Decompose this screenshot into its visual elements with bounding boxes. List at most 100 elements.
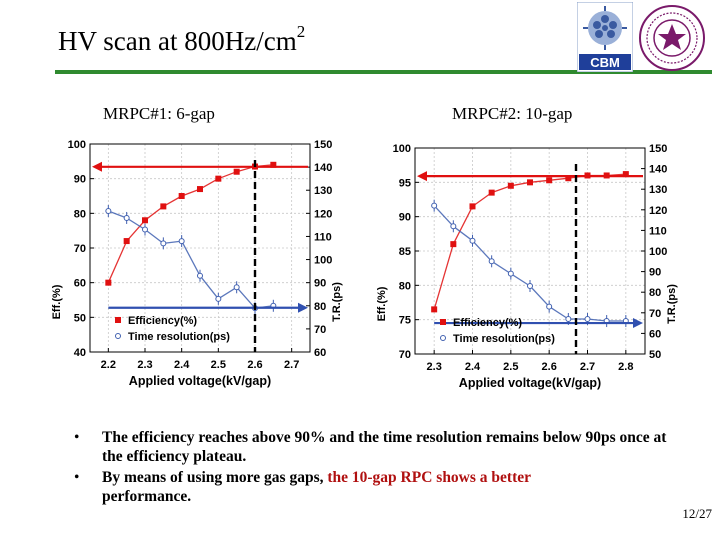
time-resolution-point [215, 295, 222, 302]
y-right-tick-label: 110 [649, 225, 667, 237]
efficiency-fit-curve [107, 164, 274, 283]
time-resolution-point [527, 283, 533, 290]
time-resolution-arrow-head [633, 318, 643, 329]
bullet-text-1: The efficiency reaches above 90% and the… [102, 429, 667, 465]
efficiency-point [178, 193, 185, 199]
x-tick-label: 2.5 [211, 359, 226, 371]
legend-time-resolution-marker [440, 335, 446, 341]
slide-title: HV scan at 800Hz/cm2 [58, 22, 305, 57]
time-resolution-point [105, 208, 112, 215]
y-left-tick-label: 70 [399, 349, 411, 361]
legend-efficiency-marker [115, 317, 121, 323]
bullet-list: • The efficiency reaches above 90% and th… [72, 428, 672, 508]
x-tick-label: 2.2 [101, 359, 116, 371]
x-tick-label: 2.5 [503, 361, 518, 373]
y-right-axis-label: T.R.(ps) [666, 284, 678, 324]
bullet-text-2a: By means of using more gas gaps, [102, 469, 328, 486]
y-right-tick-label: 100 [314, 255, 332, 267]
bullet-dot: • [74, 469, 80, 486]
y-left-tick-label: 85 [399, 246, 411, 258]
y-right-tick-label: 110 [314, 231, 332, 243]
chart-mrpc2: 70 75 80 85 90 95 100 50 60 70 80 90 100 110 120 130 140… [376, 143, 678, 390]
y-right-tick-label: 130 [314, 185, 332, 197]
x-tick-label: 2.4 [465, 361, 481, 373]
y-left-tick-label: 80 [399, 280, 411, 292]
chart2-subtitle: MRPC#2: 10-gap [452, 104, 573, 123]
y-right-tick-label: 120 [314, 208, 332, 220]
time-resolution-point [178, 238, 185, 245]
legend-time-resolution-label: Time resolution(ps) [453, 333, 555, 345]
time-resolution-point [584, 315, 591, 322]
legend-efficiency-label: Efficiency(%) [128, 315, 197, 327]
cbm-logo: CBM [577, 2, 633, 72]
cbm-logo-text: CBM [590, 55, 620, 70]
time-resolution-arrow-head [298, 302, 308, 313]
y-right-tick-label: 150 [649, 143, 667, 155]
efficiency-point [123, 238, 130, 245]
y-right-tick-label: 60 [314, 347, 326, 359]
efficiency-point [527, 179, 533, 186]
time-resolution-point [488, 258, 495, 265]
bullet-item-1: • The efficiency reaches above 90% and th… [72, 428, 672, 466]
x-tick-label: 2.4 [174, 359, 190, 371]
time-resolution-point [233, 284, 240, 291]
legend-time-resolution-label: Time resolution(ps) [128, 331, 230, 343]
y-left-tick-label: 70 [74, 243, 86, 255]
time-resolution-point [565, 315, 572, 322]
y-left-tick-label: 90 [74, 174, 86, 186]
time-resolution-point [507, 270, 514, 277]
legend-efficiency-label: Efficiency(%) [453, 317, 522, 329]
title-rule [55, 70, 712, 74]
x-tick-label: 2.6 [542, 361, 557, 373]
y-right-tick-label: 150 [314, 139, 332, 151]
legend-efficiency-marker [440, 319, 446, 325]
y-left-tick-label: 80 [74, 208, 86, 220]
y-right-tick-label: 90 [314, 278, 326, 290]
y-right-tick-label: 80 [649, 287, 661, 299]
y-left-tick-label: 75 [399, 315, 411, 327]
efficiency-point [507, 182, 514, 189]
y-right-tick-label: 50 [649, 349, 661, 361]
y-right-axis-label: T.R.(ps) [331, 282, 343, 322]
chart1-subtitle: MRPC#1: 6-gap [103, 104, 215, 123]
y-right-tick-label: 100 [649, 246, 667, 258]
time-resolution-fit-curve [108, 210, 274, 309]
y-right-tick-label: 70 [649, 308, 661, 320]
y-right-tick-label: 120 [649, 205, 667, 217]
chart-mrpc1: 40 50 60 70 80 90 100 60 70 80 90 100 110 120 130 140 15… [51, 139, 343, 388]
time-resolution-point [197, 272, 203, 279]
x-axis-label: Applied voltage(kV/gap) [129, 374, 271, 388]
efficiency-point [215, 175, 222, 182]
bullet-item-2: • By means of using more gas gaps, the 10… [72, 468, 672, 506]
x-tick-label: 2.8 [618, 361, 633, 373]
time-resolution-point [142, 226, 148, 233]
efficiency-point [450, 241, 457, 248]
efficiency-point [233, 168, 240, 175]
time-resolution-point [431, 202, 438, 209]
efficiency-point [469, 203, 476, 210]
x-tick-label: 2.7 [580, 361, 595, 373]
y-left-tick-label: 40 [74, 347, 86, 359]
time-resolution-point [546, 303, 553, 310]
time-resolution-point [123, 214, 130, 221]
efficiency-point [622, 171, 629, 178]
time-resolution-fit-curve [433, 205, 626, 322]
efficiency-point [565, 175, 572, 182]
y-left-tick-label: 95 [399, 177, 411, 189]
time-resolution-point [469, 237, 476, 244]
y-left-tick-label: 100 [68, 139, 86, 151]
time-resolution-point [450, 223, 457, 230]
x-tick-label: 2.6 [247, 359, 262, 371]
x-tick-label: 2.3 [427, 361, 442, 373]
efficiency-arrow-head [417, 171, 427, 182]
y-right-tick-label: 80 [314, 301, 326, 313]
y-left-axis-label: Eff.(%) [376, 286, 388, 321]
efficiency-point [105, 279, 112, 286]
y-left-tick-label: 90 [399, 212, 411, 224]
efficiency-point [270, 161, 277, 168]
page-number: 12/27 [682, 506, 712, 521]
x-tick-label: 2.7 [284, 359, 299, 371]
y-right-tick-label: 140 [314, 162, 332, 174]
y-left-tick-label: 100 [393, 143, 411, 155]
y-right-tick-label: 90 [649, 267, 661, 279]
